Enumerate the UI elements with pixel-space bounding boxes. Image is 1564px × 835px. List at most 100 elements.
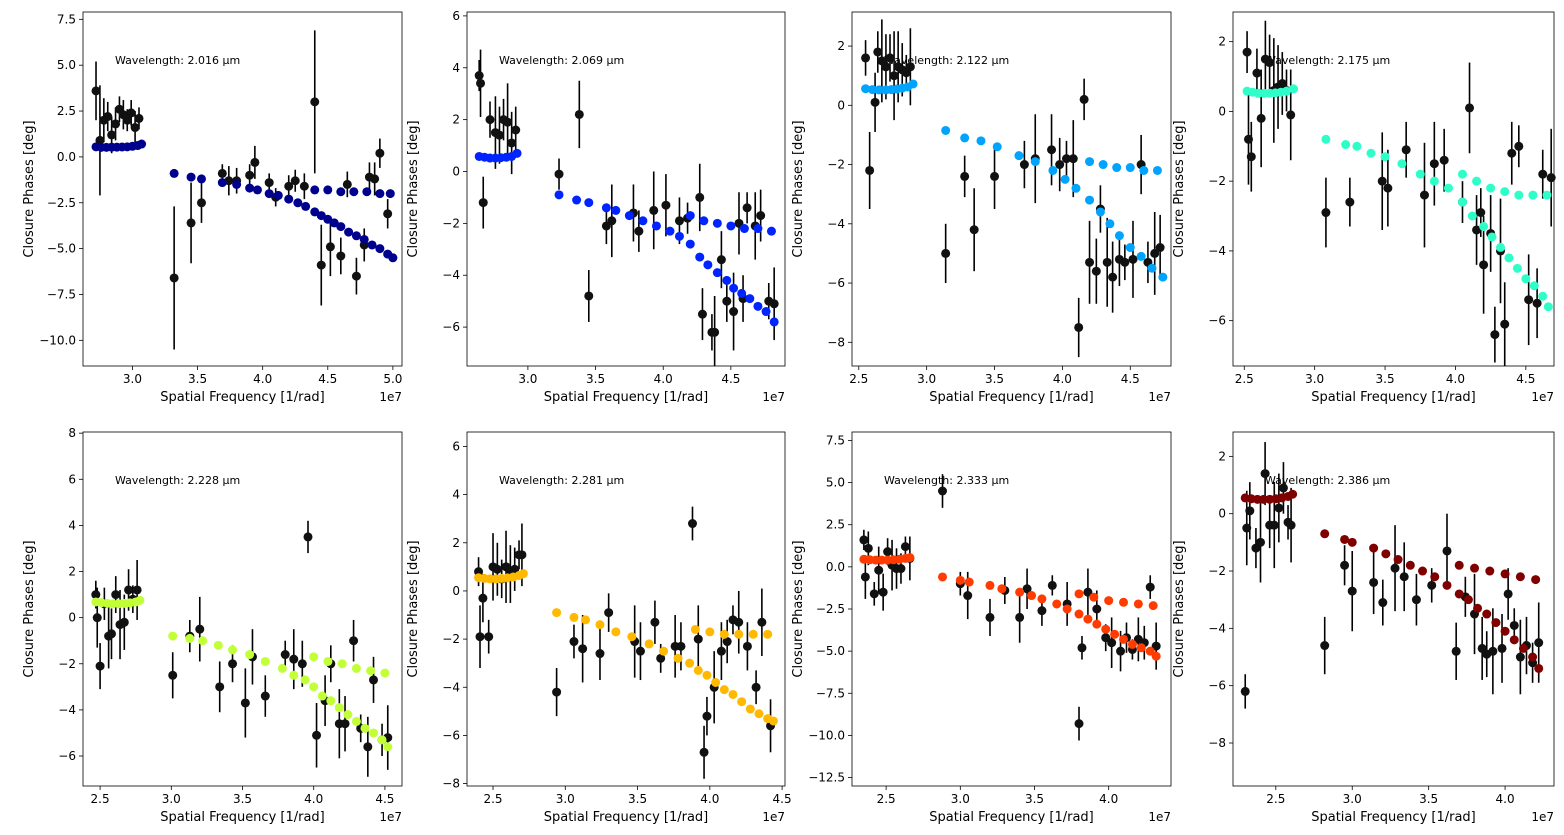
model-point: [673, 653, 683, 663]
model-point: [351, 663, 361, 673]
y-axis-label: Closure Phases [deg]: [791, 540, 806, 677]
model-point: [719, 629, 729, 639]
model-point: [213, 640, 223, 650]
model-point: [1500, 187, 1510, 197]
model-point: [745, 294, 755, 304]
observed-point: [769, 299, 779, 309]
y-tick-label: 2: [68, 565, 76, 579]
model-point: [1405, 560, 1415, 570]
observed-point: [757, 617, 767, 627]
observed-point: [960, 171, 970, 181]
model-point: [1014, 151, 1024, 161]
model-point: [726, 221, 736, 231]
observed-point: [1524, 295, 1534, 305]
observed-point: [130, 123, 140, 133]
observed-point: [1534, 638, 1544, 648]
model-point: [1104, 596, 1114, 606]
y-axis-label: Closure Phases [deg]: [406, 540, 421, 677]
model-point: [711, 677, 721, 687]
model-point: [595, 620, 605, 630]
observed-point: [303, 532, 313, 542]
model-point: [245, 183, 255, 193]
y-tick-label: −8: [1208, 736, 1226, 750]
x-tick-label: 3.5: [233, 792, 252, 806]
x-axis-label: Spatial Frequency [1/rad]: [160, 810, 325, 825]
observed-point: [260, 691, 270, 701]
observed-point: [1085, 257, 1095, 267]
model-point: [729, 283, 739, 293]
model-point: [323, 185, 333, 195]
y-tick-label: −6: [827, 276, 845, 290]
y-tick-label: 4: [452, 61, 460, 75]
model-point: [349, 187, 359, 197]
x-offset-label: 1e7: [1531, 390, 1554, 404]
model-point: [763, 629, 773, 639]
model-point: [289, 670, 299, 680]
observed-point: [1509, 620, 1519, 630]
y-tick-label: −7.5: [816, 686, 845, 700]
observed-point: [132, 585, 142, 595]
observed-point: [478, 198, 488, 208]
observed-point: [697, 309, 707, 319]
x-tick-label: 4.5: [773, 792, 792, 806]
wavelength-annotation: Wavelength: 2.175 μm: [1265, 54, 1390, 67]
model-point: [1381, 549, 1391, 559]
observed-point: [1532, 298, 1542, 308]
model-point: [745, 704, 755, 714]
observed-point: [607, 216, 617, 226]
model-point: [1512, 263, 1522, 273]
observed-point: [186, 218, 196, 228]
model-point: [695, 252, 705, 262]
y-tick-label: 5.0: [826, 476, 845, 490]
model-point: [169, 168, 179, 178]
observed-point: [734, 617, 744, 627]
observed-point: [484, 632, 494, 642]
model-point: [351, 231, 361, 241]
observed-point: [1120, 257, 1130, 267]
model-point: [326, 696, 336, 706]
model-point: [369, 728, 379, 738]
model-point: [377, 735, 387, 745]
observed-point: [1472, 225, 1482, 235]
observed-point: [1037, 606, 1047, 616]
plot-frame: [466, 431, 786, 787]
observed-point: [342, 179, 352, 189]
model-point: [1515, 572, 1525, 582]
observed-point: [351, 271, 361, 281]
observed-point: [284, 181, 294, 191]
observed-point: [1128, 254, 1138, 264]
observed-point: [722, 296, 732, 306]
model-point: [1119, 634, 1129, 644]
model-point: [955, 575, 965, 585]
observed-point: [1490, 330, 1500, 340]
model-point: [1092, 619, 1102, 629]
model-point: [337, 659, 347, 669]
model-point: [1473, 603, 1483, 613]
model-point: [1125, 163, 1135, 173]
observed-point: [1340, 560, 1350, 570]
observed-point: [485, 115, 495, 125]
y-tick-label: 2: [837, 39, 845, 53]
model-point: [1085, 195, 1095, 205]
x-offset-label: 1e7: [379, 810, 402, 824]
model-point: [693, 665, 703, 675]
model-point: [766, 226, 776, 236]
model-point: [960, 133, 970, 143]
x-tick-label: 4.0: [654, 372, 673, 386]
model-point: [1288, 489, 1298, 499]
observed-point: [574, 109, 584, 119]
model-point: [1136, 251, 1146, 261]
subplot-5: 2.5 3.0 3.5 4.0 4.5 −6 −4 −2 0 2 4 6 8 Spatial Freque…: [22, 426, 403, 825]
x-offset-label: 1e7: [1148, 390, 1171, 404]
observed-point: [1047, 580, 1057, 590]
observed-point: [729, 307, 739, 317]
observed-point: [280, 650, 290, 660]
observed-point: [325, 242, 335, 252]
observed-point: [656, 653, 666, 663]
model-point: [344, 227, 354, 237]
observed-point: [881, 62, 891, 72]
model-point: [168, 631, 178, 641]
observed-point: [742, 641, 752, 651]
observed-point: [310, 97, 320, 107]
x-tick-label: 3.5: [985, 372, 1004, 386]
